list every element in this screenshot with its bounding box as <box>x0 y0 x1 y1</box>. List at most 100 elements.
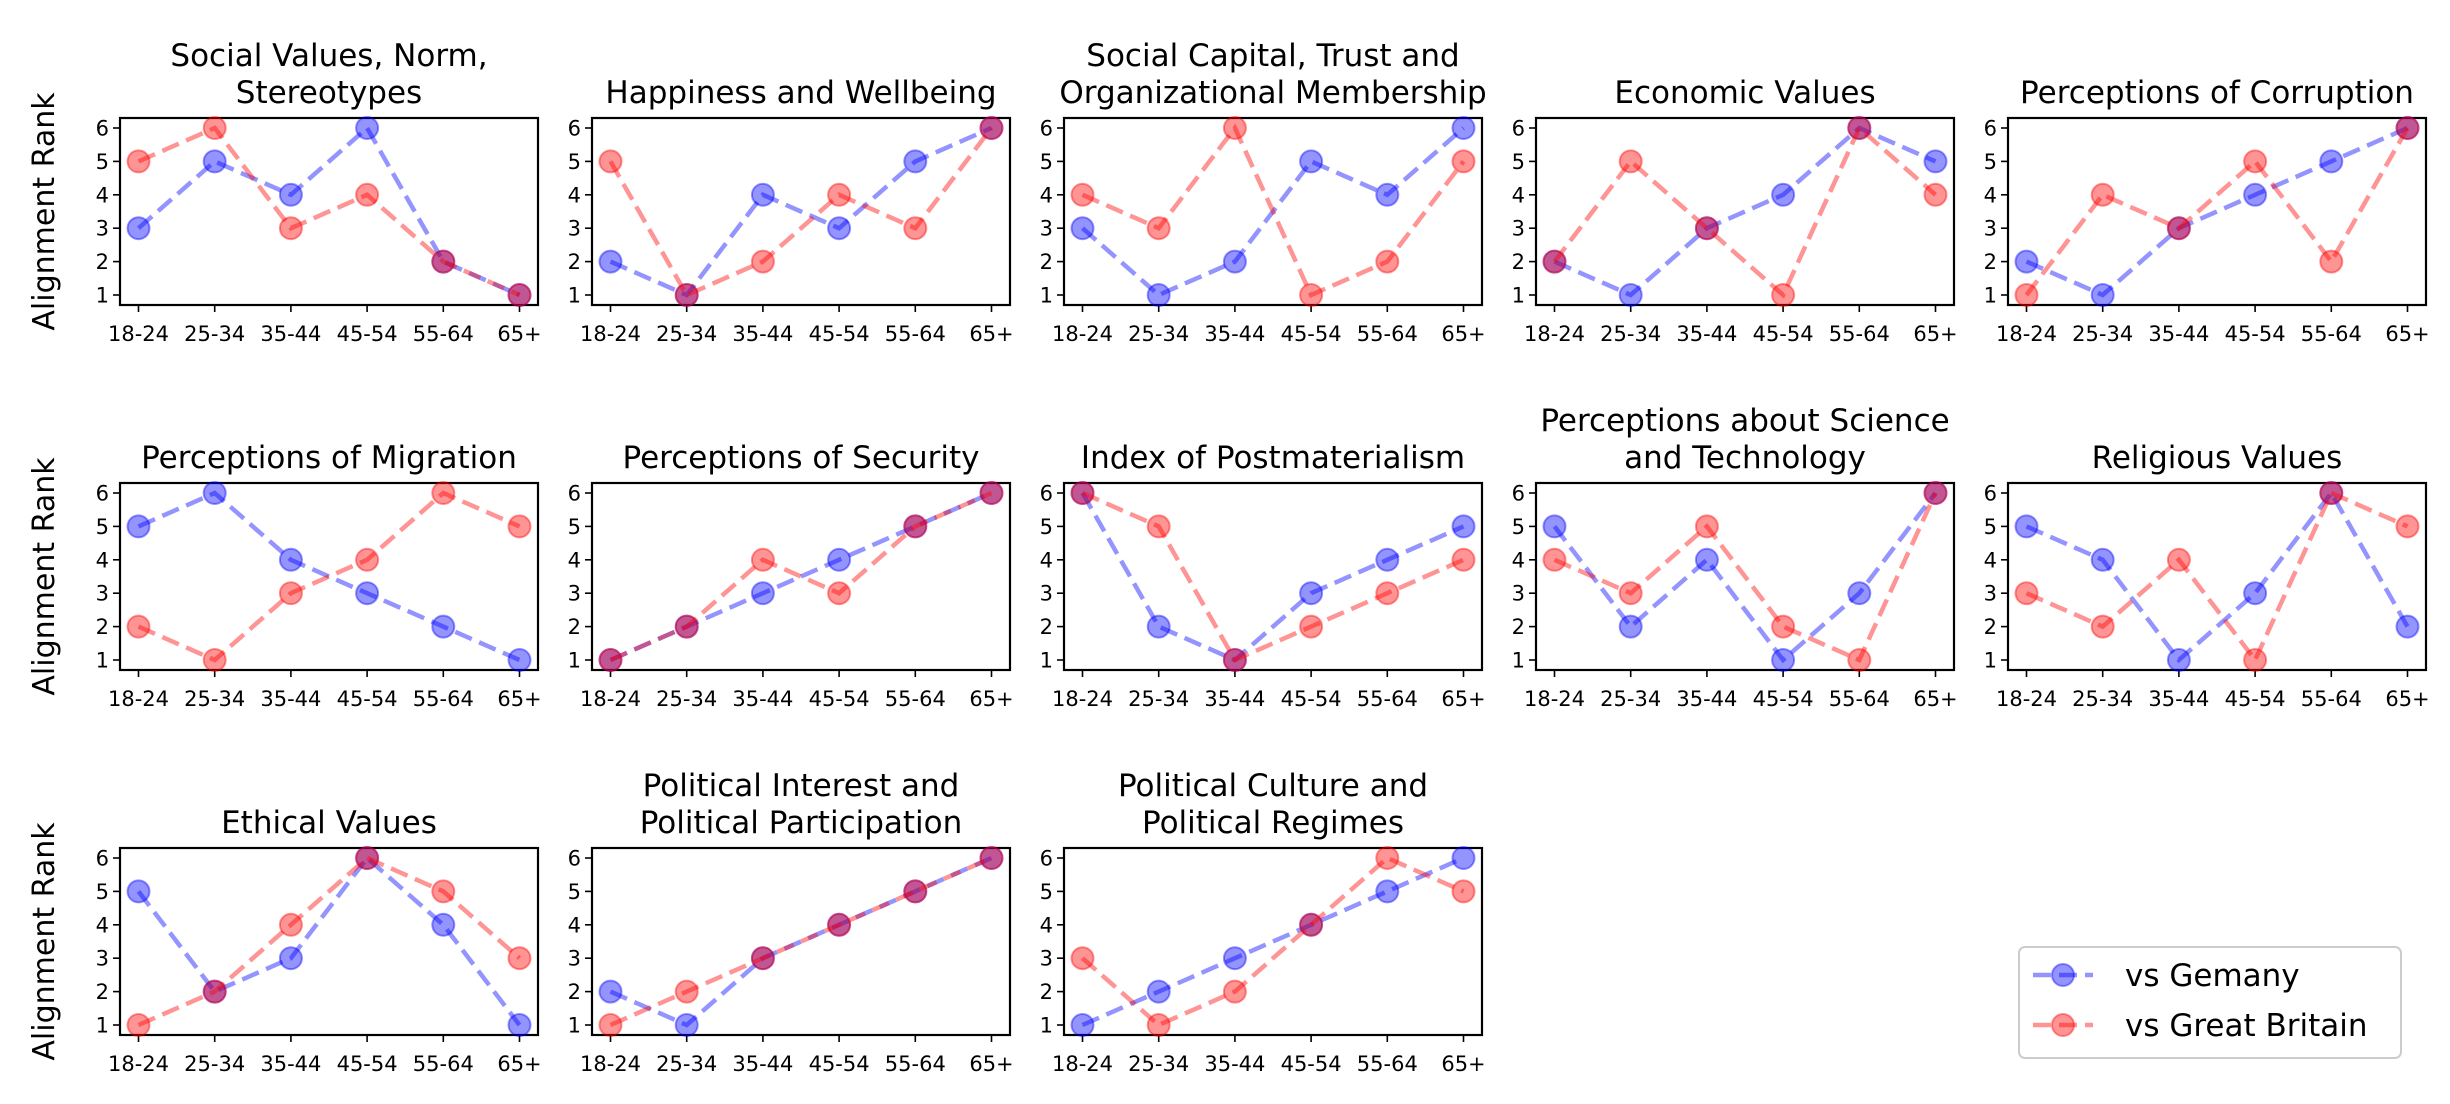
data-point <box>827 216 852 241</box>
legend-marker <box>2051 1013 2075 1037</box>
data-point <box>1771 283 1796 307</box>
y-tick-label: 2 <box>96 250 109 274</box>
series-line-germany <box>1552 491 1938 664</box>
data-point <box>1299 149 1324 174</box>
y-tick-label: 5 <box>568 150 581 174</box>
plot-frame <box>2006 116 2428 307</box>
data-point <box>355 846 380 870</box>
data-point <box>827 581 852 606</box>
data-point <box>1375 581 1400 606</box>
subplot-title: Religious Values <box>2092 440 2343 476</box>
y-tick-label: 2 <box>1040 615 1053 639</box>
data-point <box>674 614 699 639</box>
data-point <box>202 648 227 672</box>
y-tick-label: 2 <box>1512 615 1525 639</box>
data-point <box>1222 249 1247 274</box>
data-point <box>750 182 775 207</box>
data-point <box>1375 846 1400 870</box>
y-tick-label: 3 <box>1040 582 1053 606</box>
series-line-germany <box>2025 488 2410 664</box>
data-point <box>750 581 775 606</box>
data-point <box>598 648 623 672</box>
data-point <box>2243 581 2268 606</box>
x-tick-label: 65+ <box>1441 687 1485 711</box>
x-tick-label: 55-64 <box>885 687 946 711</box>
y-tick-label: 6 <box>1984 117 1997 141</box>
y-tick-label: 6 <box>568 117 581 141</box>
y-tick-label: 3 <box>1984 582 1997 606</box>
x-tick-label: 35-44 <box>1204 1052 1265 1076</box>
y-tick-label: 5 <box>96 150 109 174</box>
data-point <box>278 182 303 207</box>
x-tick-label: 55-64 <box>2301 322 2362 346</box>
series-line-great-britain <box>1081 855 1465 1028</box>
data-point <box>598 149 623 174</box>
data-point <box>2243 149 2268 174</box>
y-tick-label: 2 <box>1040 980 1053 1004</box>
y-tick-label: 5 <box>1984 515 1997 539</box>
data-point <box>1847 116 1872 140</box>
y-tick-label: 4 <box>568 183 581 207</box>
y-tick-label: 4 <box>1984 548 1997 572</box>
x-tick-label: 18-24 <box>1996 687 2057 711</box>
data-point <box>1618 581 1643 606</box>
data-point <box>431 249 456 274</box>
y-tick-label: 3 <box>568 947 581 971</box>
legend-label: vs Gemany <box>2125 958 2300 994</box>
x-tick-label: 18-24 <box>1524 322 1585 346</box>
subplot-title: Political Participation <box>640 805 963 841</box>
x-tick-label: 65+ <box>2385 687 2429 711</box>
data-point <box>979 481 1004 505</box>
data-point <box>1923 481 1948 505</box>
data-point <box>278 581 303 606</box>
x-tick-label: 55-64 <box>413 1052 474 1076</box>
data-point <box>1847 648 1872 672</box>
x-tick-label: 45-54 <box>1753 322 1814 346</box>
subplot-title: Perceptions of Corruption <box>2020 75 2414 111</box>
data-point <box>202 979 227 1004</box>
x-tick-label: 45-54 <box>337 322 398 346</box>
y-tick-label: 6 <box>1512 117 1525 141</box>
x-tick-label: 55-64 <box>1829 322 1890 346</box>
x-tick-label: 25-34 <box>184 322 245 346</box>
x-tick-label: 25-34 <box>2072 322 2133 346</box>
y-tick-label: 6 <box>96 847 109 871</box>
y-tick-label: 2 <box>1512 250 1525 274</box>
x-tick-label: 18-24 <box>1996 322 2057 346</box>
x-tick-label: 25-34 <box>656 687 717 711</box>
y-tick-label: 6 <box>1040 482 1053 506</box>
x-tick-label: 25-34 <box>1128 322 1189 346</box>
subplot-10: Religious Values 1 2 3 4 5 6 18-24 25-34 35-44 45-… <box>1984 440 2430 711</box>
x-tick-label: 25-34 <box>184 1052 245 1076</box>
data-point <box>750 946 775 971</box>
data-point <box>2319 481 2344 505</box>
data-point <box>1070 481 1095 505</box>
data-point <box>827 912 852 937</box>
data-point <box>2395 514 2420 539</box>
data-point <box>1222 648 1247 672</box>
subplot-title: and Technology <box>1624 440 1866 476</box>
series-line-germany <box>136 854 522 1027</box>
data-point <box>1923 182 1948 207</box>
data-point <box>674 614 699 639</box>
data-point <box>2090 182 2115 207</box>
y-tick-label: 1 <box>568 284 581 308</box>
data-point <box>2395 614 2420 639</box>
x-tick-label: 45-54 <box>809 1052 870 1076</box>
data-point <box>1070 182 1095 207</box>
y-axis-label: Alignment Rank <box>27 92 62 331</box>
data-point <box>2319 249 2344 274</box>
y-tick-label: 1 <box>1040 284 1053 308</box>
series-line-germany <box>137 490 521 663</box>
data-point <box>2014 514 2039 539</box>
data-point <box>903 514 928 539</box>
data-point <box>2014 581 2039 606</box>
data-point <box>2014 249 2039 274</box>
x-tick-label: 55-64 <box>885 1052 946 1076</box>
data-point <box>507 283 532 307</box>
x-tick-label: 35-44 <box>2148 322 2209 346</box>
subplot-7: Perceptions of Security 1 2 3 4 5 6 18-24 25-34 3… <box>568 440 1014 711</box>
x-tick-label: 55-64 <box>1357 1052 1418 1076</box>
